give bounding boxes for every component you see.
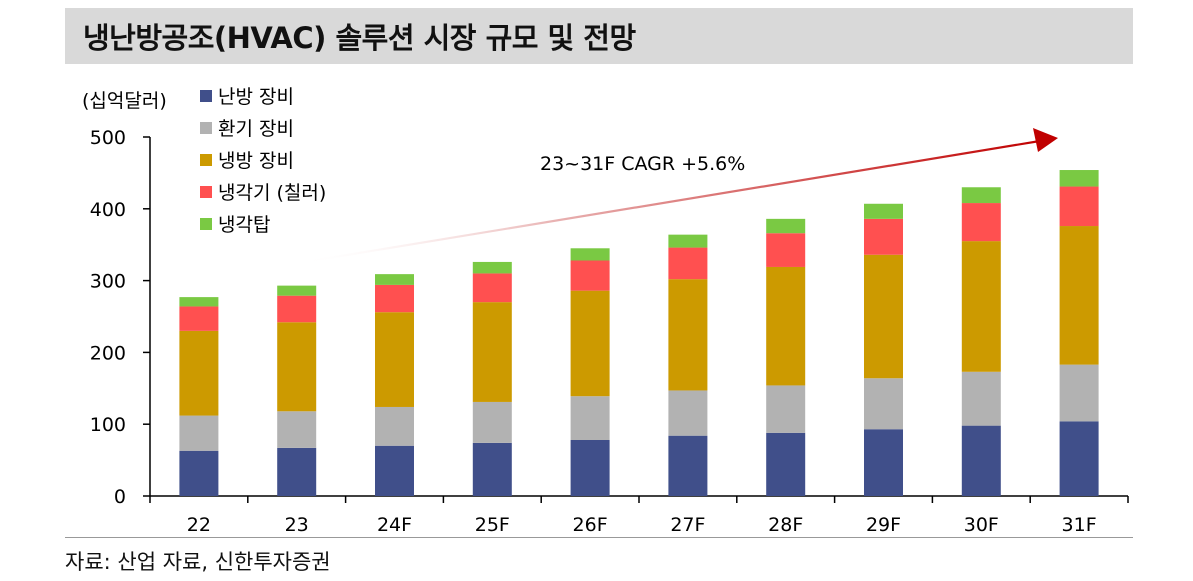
bar-segment <box>277 322 317 412</box>
bar-segment <box>668 279 708 391</box>
bar-segment <box>766 233 806 267</box>
bar-segment <box>179 330 219 416</box>
bar-segment <box>179 297 219 307</box>
x-tick-label: 22 <box>187 514 211 536</box>
title-bar: 냉난방공조(HVAC) 솔루션 시장 규모 및 전망 <box>65 8 1133 64</box>
legend-label: 냉각기 (칠러) <box>218 182 326 204</box>
x-tick-label: 24F <box>377 514 412 536</box>
legend-label: 냉방 장비 <box>218 150 294 172</box>
bar-segment <box>668 234 708 248</box>
legend-swatch <box>200 90 212 102</box>
x-tick-label: 23 <box>285 514 309 536</box>
y-unit-label: (십억달러) <box>82 90 167 112</box>
x-tick-label: 25F <box>475 514 510 536</box>
bar-segment <box>179 415 219 451</box>
trend-arrow <box>297 139 1041 265</box>
x-tick-label: 29F <box>866 514 901 536</box>
bar-segment <box>864 254 903 379</box>
cagr-label: 23~31F CAGR +5.6% <box>540 153 745 175</box>
bar-segment <box>179 450 219 496</box>
bar-segment <box>570 439 610 496</box>
bar-segment <box>570 248 610 261</box>
bar-segment <box>570 290 610 397</box>
x-tick-labels: 22 23 24F 25F 26F 27F 28F 29F 30F 31F <box>187 514 1097 536</box>
bar-segment <box>375 406 414 446</box>
legend-swatch <box>200 218 212 230</box>
bar-segment <box>375 445 414 496</box>
x-tick-label: 30F <box>964 514 999 536</box>
bar-segment <box>961 241 1001 372</box>
bar-segment <box>375 312 414 407</box>
bar-segment <box>961 203 1001 242</box>
cagr-annotation: 23~31F CAGR +5.6% <box>297 128 1058 265</box>
bar-segment <box>570 260 610 291</box>
bar-segment <box>375 284 414 313</box>
legend-swatch <box>200 122 212 134</box>
bar-segment <box>1059 421 1099 496</box>
bar-segment <box>472 401 512 443</box>
x-tick-label: 28F <box>768 514 803 536</box>
x-tick-label: 26F <box>573 514 608 536</box>
bar-segment <box>961 425 1001 496</box>
bar-segment <box>472 302 512 402</box>
bar-segment <box>668 435 708 496</box>
bar-segment <box>864 378 903 430</box>
bar-segment <box>864 203 903 219</box>
y-tick-label: 300 <box>90 271 126 293</box>
bar-segment <box>472 442 512 496</box>
bar-segment <box>668 247 708 280</box>
bar-segment <box>766 385 806 433</box>
x-tick-label: 27F <box>670 514 705 536</box>
bar-segment <box>1059 364 1099 422</box>
bar-segment <box>668 390 708 436</box>
bar-segment <box>864 429 903 496</box>
bar-segment <box>766 432 806 496</box>
legend-label: 환기 장비 <box>218 118 294 140</box>
bar-segment <box>766 218 806 234</box>
bar-segment <box>277 411 317 448</box>
legend-label: 냉각탑 <box>218 214 270 236</box>
bar-segment <box>1059 226 1099 365</box>
bars-group <box>179 170 1099 496</box>
bar-segment <box>375 274 414 285</box>
y-tick-label: 400 <box>90 199 126 221</box>
bar-segment <box>1059 186 1099 227</box>
bar-segment <box>277 447 317 496</box>
bar-segment <box>766 266 806 386</box>
bar-segment <box>1059 170 1099 187</box>
chart-title: 냉난방공조(HVAC) 솔루션 시장 규모 및 전망 <box>83 21 636 55</box>
y-tick-label: 500 <box>90 127 126 149</box>
y-tick-label: 200 <box>90 342 126 364</box>
legend-swatch <box>200 186 212 198</box>
bar-segment <box>961 187 1001 204</box>
trend-arrowhead <box>1033 128 1058 152</box>
y-tick-labels: 0 100 200 300 400 500 <box>90 127 126 508</box>
bar-segment <box>472 261 512 274</box>
y-tick-label: 0 <box>114 486 126 508</box>
bar-segment <box>277 285 317 296</box>
bar-segment <box>864 218 903 255</box>
bar-segment <box>277 295 317 323</box>
x-tick-label: 31F <box>1062 514 1097 536</box>
legend-label: 난방 장비 <box>218 86 294 108</box>
bar-segment <box>472 273 512 303</box>
source-divider <box>65 537 1133 538</box>
bar-segment <box>961 371 1001 426</box>
y-tick-label: 100 <box>90 414 126 436</box>
legend-swatch <box>200 154 212 166</box>
bar-segment <box>570 396 610 440</box>
source-note: 자료: 산업 자료, 신한투자증권 <box>65 550 331 574</box>
bar-segment <box>179 306 219 331</box>
